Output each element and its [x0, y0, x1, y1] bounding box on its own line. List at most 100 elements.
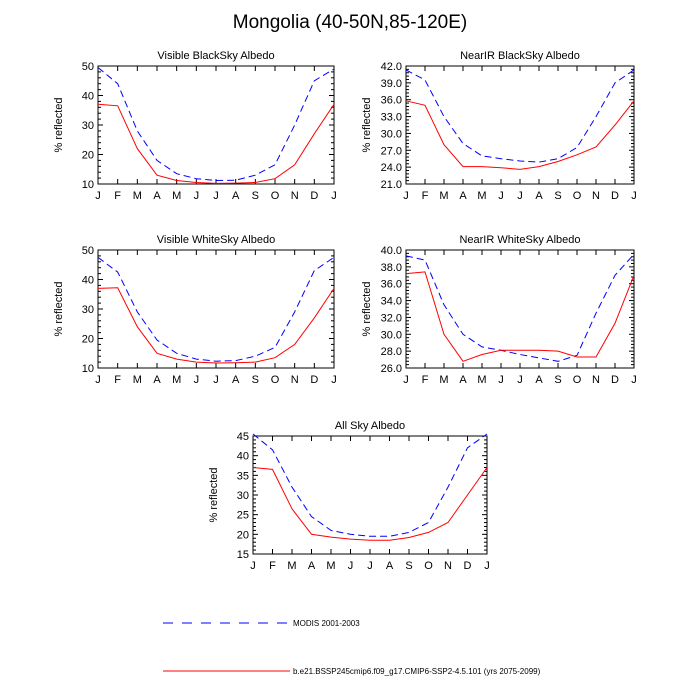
- x-tick-label: N: [291, 190, 299, 202]
- y-tick-label: 21.0: [381, 179, 402, 191]
- y-tick-label: 50: [82, 61, 94, 73]
- x-tick-label: J: [194, 190, 200, 202]
- x-tick-label: S: [405, 560, 412, 572]
- x-tick-label: D: [310, 374, 318, 386]
- x-tick-label: S: [554, 190, 561, 202]
- x-tick-label: F: [422, 374, 429, 386]
- series-modis-line: [252, 433, 488, 537]
- x-tick-label: A: [153, 190, 161, 202]
- y-axis-label: % reflected: [53, 281, 65, 336]
- series-modis-line: [405, 69, 635, 163]
- x-tick-label: J: [517, 190, 523, 202]
- x-tick-label: J: [631, 374, 637, 386]
- x-tick-label: J: [484, 560, 490, 572]
- y-tick-label: 20: [82, 334, 94, 346]
- y-axis-label: % reflected: [361, 281, 373, 336]
- y-tick-label: 26.0: [381, 363, 402, 375]
- y-tick-label: 28.0: [381, 346, 402, 358]
- x-tick-label: J: [348, 560, 354, 572]
- x-tick-label: M: [172, 374, 181, 386]
- series-model-line: [252, 467, 488, 541]
- y-tick-label: 40.0: [381, 245, 402, 257]
- y-tick-label: 36.0: [381, 279, 402, 291]
- y-tick-label: 24.0: [381, 162, 402, 174]
- x-tick-label: J: [403, 374, 409, 386]
- y-tick-label: 45: [237, 431, 249, 443]
- y-tick-label: 34.0: [381, 296, 402, 308]
- x-tick-label: J: [250, 560, 256, 572]
- x-tick-label: O: [573, 374, 582, 386]
- x-tick-label: J: [498, 190, 504, 202]
- x-tick-label: J: [403, 190, 409, 202]
- x-tick-label: J: [517, 374, 523, 386]
- x-tick-label: F: [114, 374, 121, 386]
- y-tick-label: 30.0: [381, 128, 402, 140]
- chart-title: Visible WhiteSky Albedo: [157, 234, 275, 246]
- y-axis-label: % reflected: [361, 97, 373, 152]
- y-tick-label: 40: [82, 91, 94, 103]
- y-tick-label: 39.0: [381, 78, 402, 90]
- series-model-line: [405, 100, 635, 170]
- y-tick-label: 30: [237, 490, 249, 502]
- x-tick-label: A: [535, 190, 543, 202]
- x-tick-label: D: [310, 190, 318, 202]
- page-title: Mongolia (40-50N,85-120E): [232, 12, 468, 33]
- y-tick-label: 38.0: [381, 262, 402, 274]
- x-tick-label: N: [592, 190, 600, 202]
- x-tick-label: O: [271, 374, 280, 386]
- y-tick-label: 10: [82, 179, 94, 191]
- y-tick-label: 33.0: [381, 112, 402, 124]
- x-tick-label: M: [477, 190, 486, 202]
- x-tick-label: S: [252, 374, 259, 386]
- plot-frame: [97, 65, 335, 185]
- x-tick-label: N: [444, 560, 452, 572]
- x-tick-label: S: [554, 374, 561, 386]
- x-tick-label: N: [592, 374, 600, 386]
- x-tick-label: A: [459, 374, 467, 386]
- chart-title: NearIR WhiteSky Albedo: [459, 234, 580, 246]
- x-tick-label: J: [95, 190, 101, 202]
- x-tick-label: O: [573, 190, 582, 202]
- y-tick-label: 35: [237, 470, 249, 482]
- x-tick-label: F: [422, 190, 429, 202]
- x-tick-label: O: [424, 560, 433, 572]
- x-tick-label: A: [386, 560, 394, 572]
- chart-title: Visible BlackSky Albedo: [157, 50, 274, 62]
- y-tick-label: 50: [82, 245, 94, 257]
- x-tick-label: A: [535, 374, 543, 386]
- x-tick-label: J: [331, 374, 337, 386]
- y-tick-label: 40: [82, 275, 94, 287]
- x-tick-label: N: [291, 374, 299, 386]
- x-tick-label: O: [271, 190, 280, 202]
- chart-title: NearIR BlackSky Albedo: [460, 50, 580, 62]
- x-tick-label: J: [631, 190, 637, 202]
- y-tick-label: 25: [237, 510, 249, 522]
- x-tick-label: A: [232, 374, 240, 386]
- x-tick-label: J: [213, 374, 219, 386]
- y-axis-label: % reflected: [208, 467, 220, 522]
- x-tick-label: J: [367, 560, 373, 572]
- x-tick-label: M: [172, 190, 181, 202]
- legend: MODIS 2001-2003 b.e21.BSSP245cmip6.f09_g…: [163, 619, 541, 676]
- x-tick-label: S: [252, 190, 259, 202]
- plot-frame: [97, 249, 335, 369]
- y-tick-label: 40: [237, 451, 249, 463]
- series-modis-line: [97, 256, 335, 362]
- x-tick-label: A: [153, 374, 161, 386]
- y-tick-label: 27.0: [381, 145, 402, 157]
- x-tick-label: J: [194, 374, 200, 386]
- series-modis-line: [405, 253, 635, 362]
- x-tick-label: J: [95, 374, 101, 386]
- x-tick-label: M: [133, 190, 142, 202]
- series-modis-line: [97, 67, 335, 182]
- x-tick-label: J: [331, 190, 337, 202]
- x-tick-label: A: [459, 190, 467, 202]
- legend-model-label: b.e21.BSSP245cmip6.f09_g17.CMIP6-SSP2-4.…: [293, 667, 541, 676]
- plot-frame: [405, 65, 635, 185]
